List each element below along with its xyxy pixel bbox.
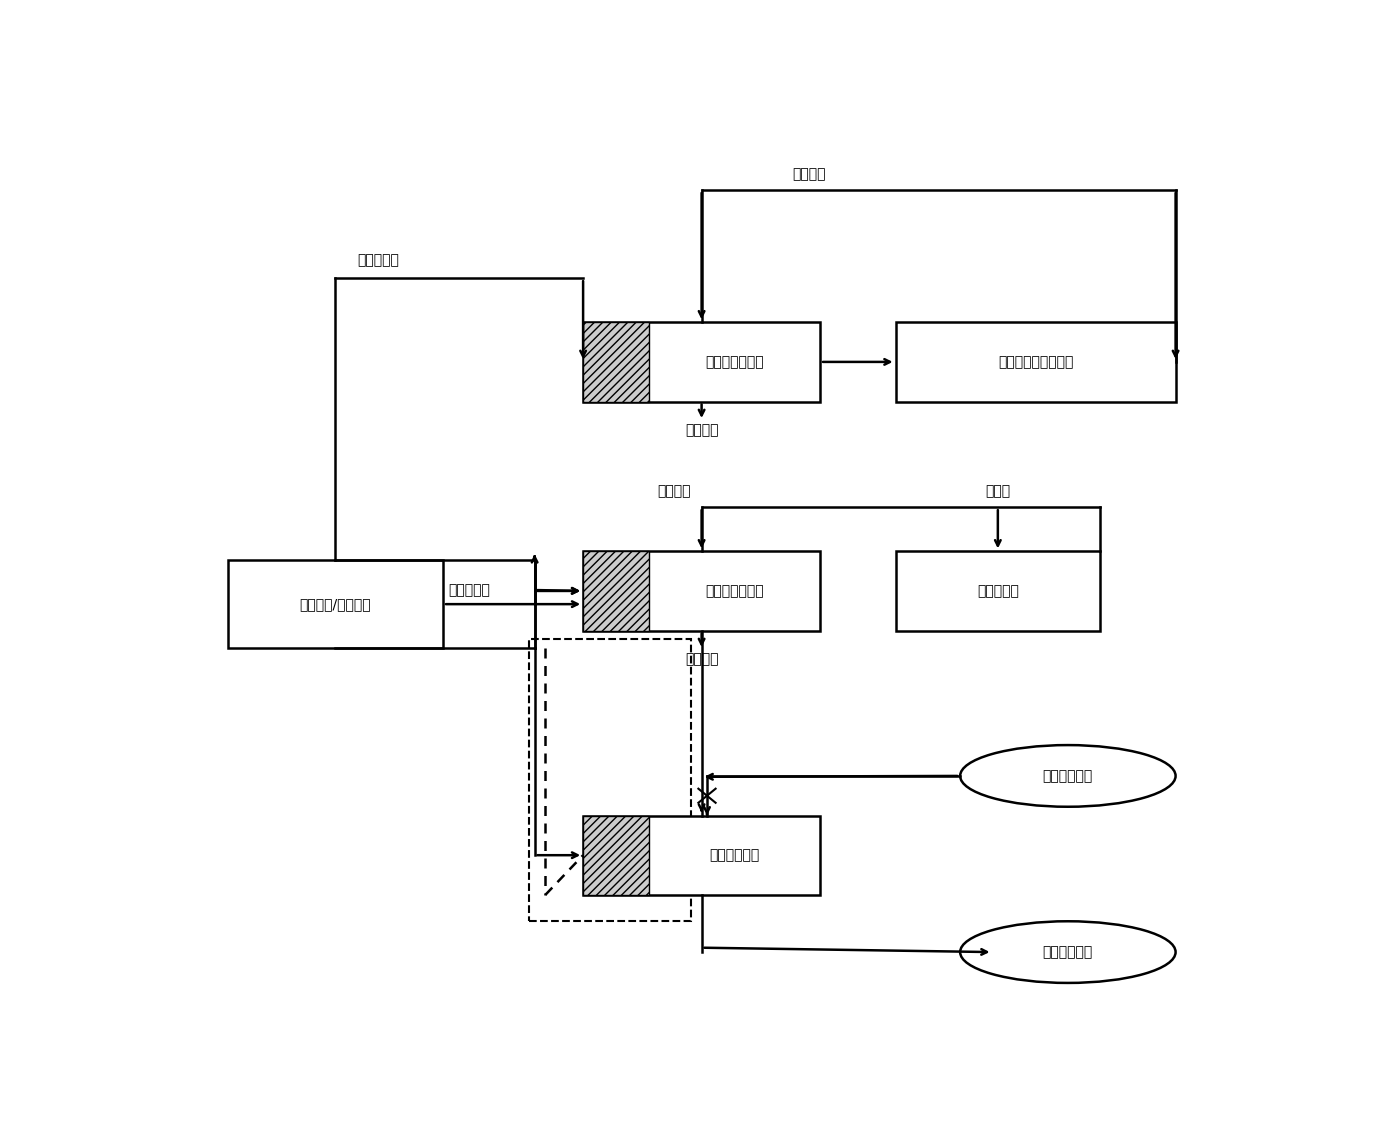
Bar: [584, 323, 820, 402]
Text: 冷冻水: 冷冻水: [986, 484, 1011, 499]
Text: 热水上水: 热水上水: [685, 423, 719, 437]
Text: 热水回水: 热水回水: [657, 484, 691, 499]
Bar: [584, 816, 649, 895]
Text: 加高温水换热器: 加高温水换热器: [706, 355, 764, 368]
Text: 高温水冷排器: 高温水冷排器: [710, 848, 760, 863]
Text: 循环冷却上水: 循环冷却上水: [1042, 769, 1093, 782]
Text: 多晶硅生产的换热器: 多晶硅生产的换热器: [998, 355, 1073, 368]
Bar: [584, 323, 649, 402]
Bar: [895, 551, 1101, 630]
Text: 冷高温水换热器: 冷高温水换热器: [706, 583, 764, 598]
Bar: [530, 639, 691, 921]
Bar: [228, 561, 443, 649]
Text: 还原炉和/或氢化炉: 还原炉和/或氢化炉: [299, 597, 371, 611]
Ellipse shape: [960, 745, 1176, 807]
Text: 高温水上水: 高温水上水: [357, 254, 399, 268]
Ellipse shape: [960, 921, 1176, 983]
Text: 高温水回水: 高温水回水: [449, 583, 491, 597]
Text: 热水上水: 热水上水: [685, 652, 719, 667]
Bar: [584, 551, 820, 630]
Bar: [895, 323, 1176, 402]
Bar: [584, 816, 820, 895]
Bar: [584, 551, 649, 630]
Text: 循环冷却回水: 循环冷却回水: [1042, 945, 1093, 959]
Text: 热水回水: 热水回水: [792, 167, 826, 181]
Text: 冷冻水机组: 冷冻水机组: [977, 583, 1019, 598]
